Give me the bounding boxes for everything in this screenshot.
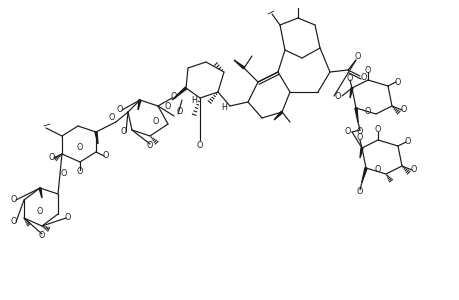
Text: O: O [364, 65, 370, 74]
Text: O: O [11, 218, 17, 226]
Text: O: O [146, 142, 153, 151]
Polygon shape [234, 60, 244, 69]
Text: O: O [61, 169, 67, 178]
Text: O: O [356, 134, 363, 142]
Text: O: O [374, 125, 381, 134]
Polygon shape [349, 88, 352, 98]
Polygon shape [95, 132, 98, 144]
Text: H: H [190, 95, 196, 104]
Text: O: O [39, 232, 45, 241]
Text: O: O [121, 128, 127, 136]
Text: O: O [176, 107, 183, 116]
Text: O: O [364, 107, 370, 116]
Text: O: O [117, 106, 123, 115]
Text: O: O [394, 77, 400, 86]
Text: O: O [346, 74, 353, 82]
Text: O: O [360, 73, 366, 82]
Polygon shape [354, 108, 357, 122]
Text: O: O [77, 167, 83, 176]
Text: O: O [410, 166, 416, 175]
Text: O: O [374, 166, 381, 175]
Text: O: O [49, 154, 55, 163]
Text: O: O [152, 118, 159, 127]
Text: O: O [334, 92, 341, 100]
Text: O: O [344, 128, 350, 136]
Text: O: O [103, 152, 109, 160]
Text: O: O [356, 188, 363, 196]
Text: O: O [37, 208, 43, 217]
Polygon shape [138, 100, 140, 110]
Text: O: O [196, 142, 203, 151]
Text: O: O [354, 52, 360, 61]
Text: O: O [164, 101, 171, 110]
Polygon shape [274, 111, 282, 120]
Text: O: O [77, 143, 83, 152]
Polygon shape [359, 148, 362, 158]
Polygon shape [172, 87, 186, 100]
Polygon shape [39, 188, 42, 198]
Polygon shape [361, 168, 366, 182]
Text: O: O [356, 128, 363, 136]
Text: O: O [109, 113, 115, 122]
Text: O: O [170, 92, 177, 100]
Text: H: H [221, 103, 226, 112]
Text: O: O [65, 214, 71, 223]
Text: O: O [400, 106, 406, 115]
Text: O: O [404, 137, 410, 146]
Text: O: O [11, 196, 17, 205]
